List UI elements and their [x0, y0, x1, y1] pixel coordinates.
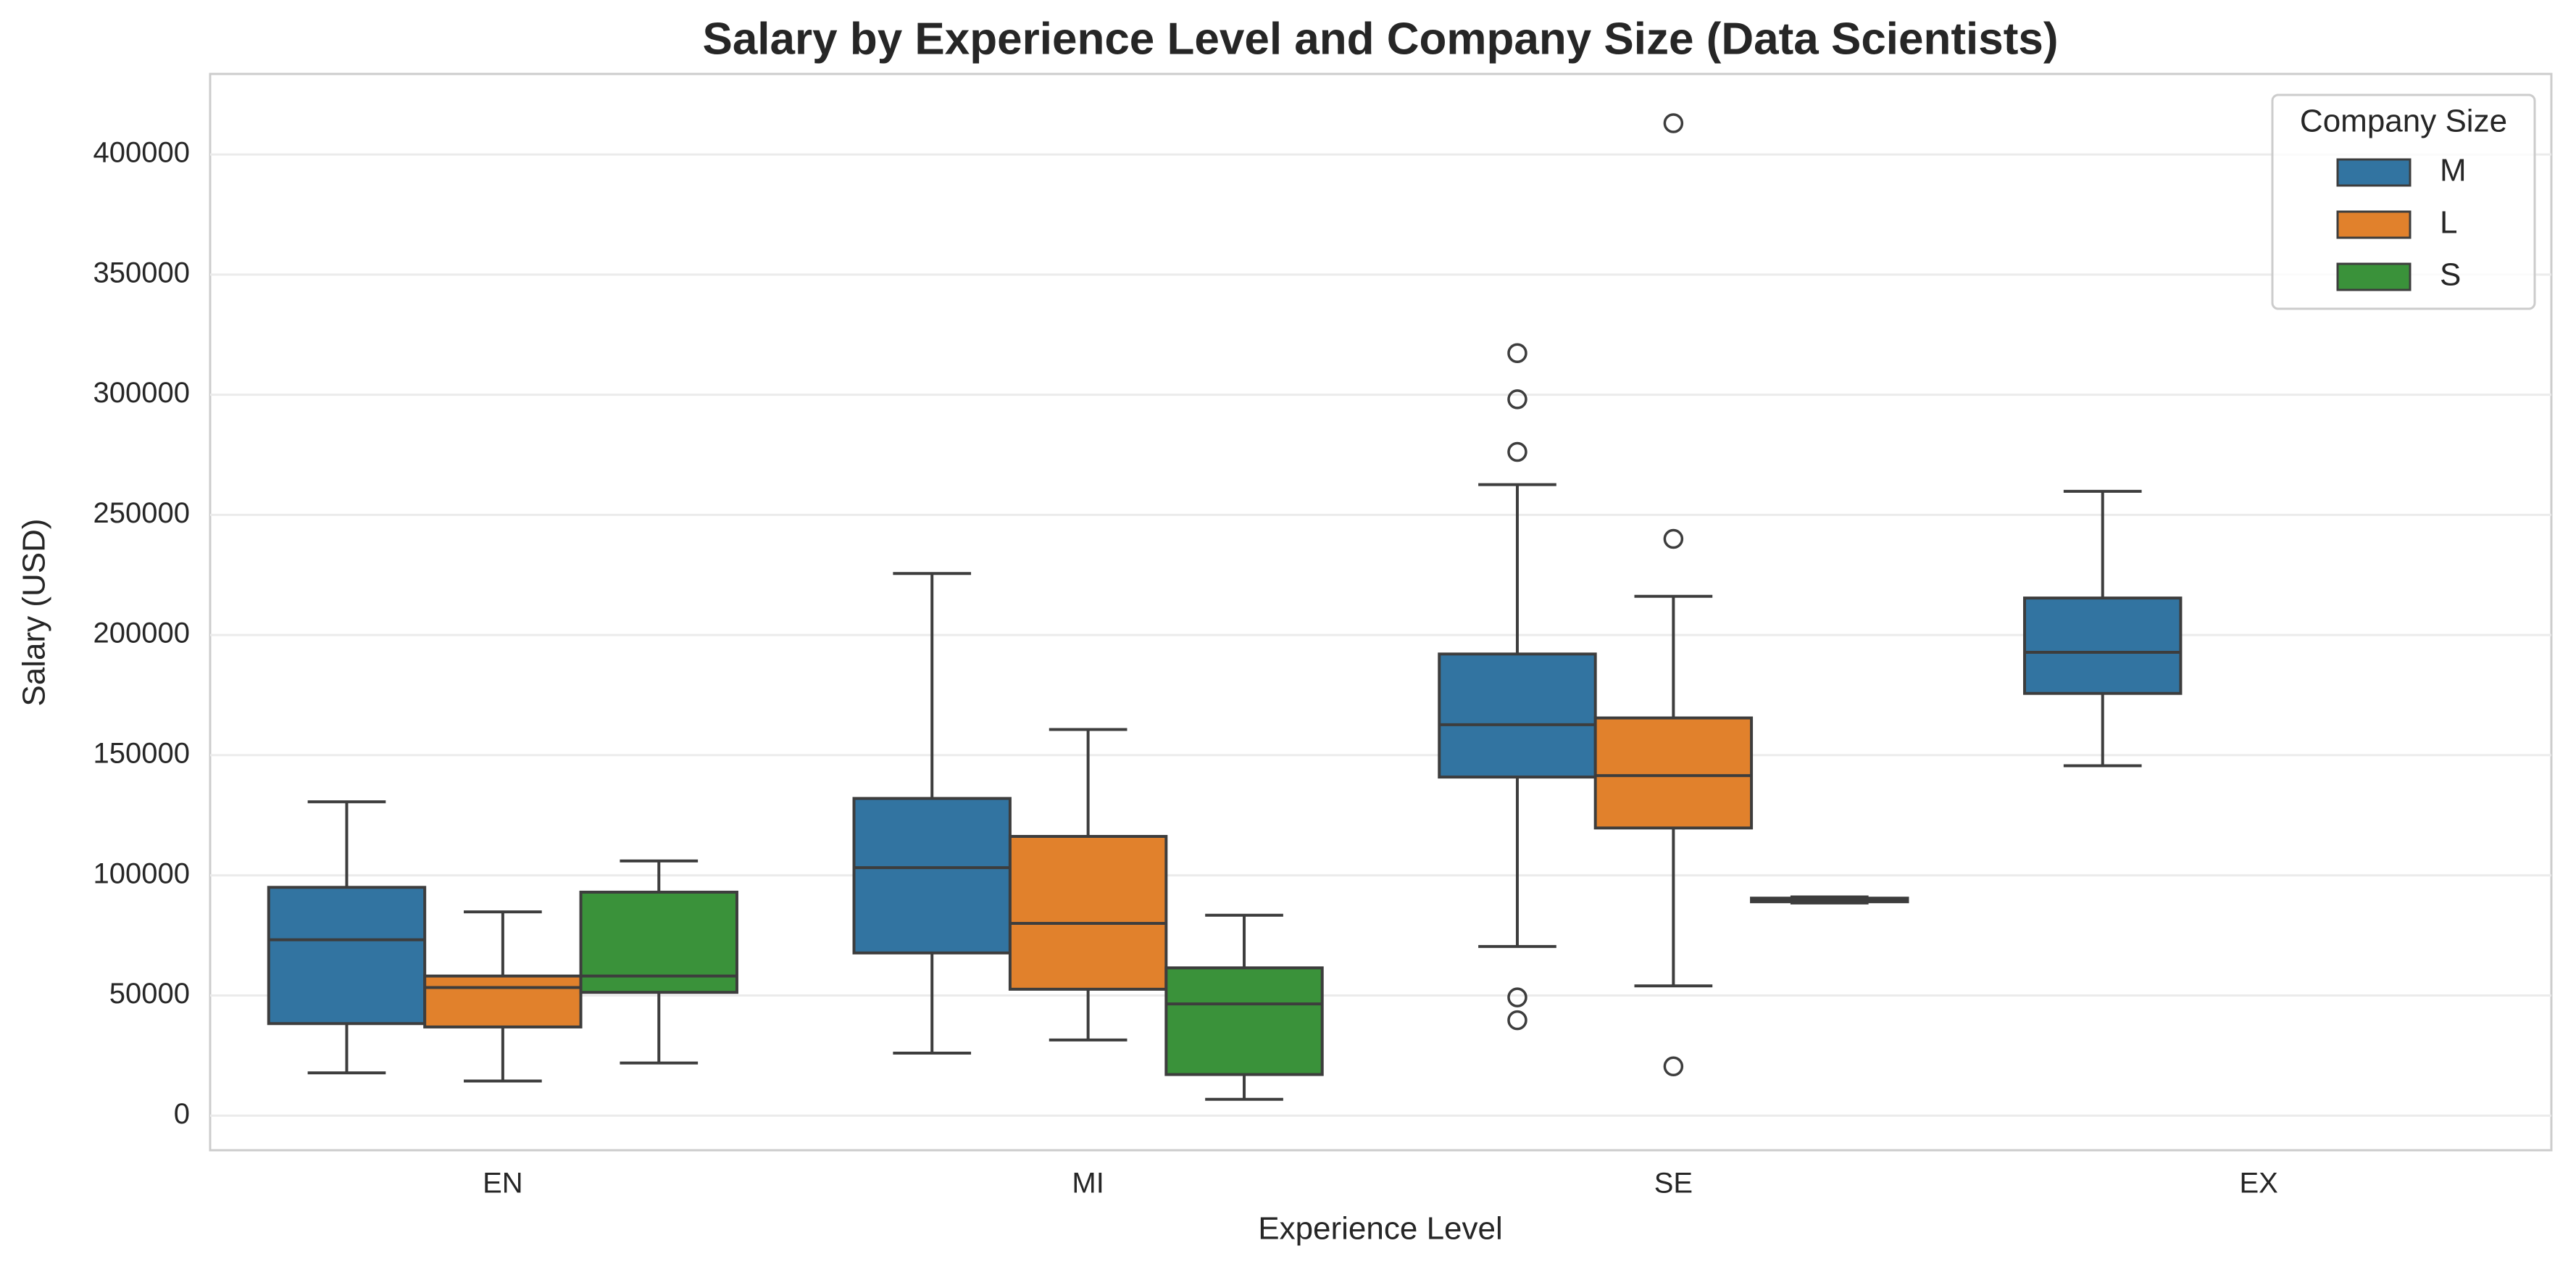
legend: Company Size MLS: [2271, 93, 2536, 310]
outlier: [1663, 1056, 1684, 1077]
box: [1593, 716, 1754, 830]
outlier: [1507, 987, 1527, 1007]
y-axis-label: Salary (USD): [17, 518, 52, 706]
box: [1438, 652, 1597, 779]
y-tick-label: 250000: [93, 497, 190, 529]
y-tick-label: 0: [174, 1098, 190, 1130]
marks: [267, 113, 2183, 1101]
outlier: [1507, 389, 1527, 410]
legend-label: M: [2440, 153, 2467, 188]
box: [2023, 596, 2183, 695]
y-tick-label: 100000: [93, 857, 190, 889]
box: [1008, 834, 1168, 991]
legend-swatch: [2336, 158, 2412, 187]
outlier: [1663, 113, 1684, 133]
x-tick-label: EX: [2239, 1168, 2277, 1200]
legend-label: S: [2440, 257, 2461, 293]
y-tick-label: 150000: [93, 737, 190, 769]
y-tick-label: 350000: [93, 257, 190, 288]
chart-title: Salary by Experience Level and Company S…: [702, 14, 2058, 64]
legend-swatch: [2336, 210, 2412, 239]
outlier: [1507, 343, 1527, 364]
outlier: [1663, 528, 1684, 549]
box: [423, 974, 583, 1028]
box: [852, 797, 1012, 955]
x-tick-label: MI: [1072, 1168, 1104, 1200]
outlier: [1507, 1010, 1527, 1031]
x-tick-label: EN: [483, 1168, 523, 1200]
x-axis-label: Experience Level: [1258, 1211, 1503, 1247]
box: [1164, 966, 1324, 1076]
legend-box: [2271, 93, 2536, 310]
y-tick-label: 200000: [93, 618, 190, 649]
x-tick-label: SE: [1654, 1168, 1693, 1200]
legend-swatch: [2336, 262, 2412, 291]
grid: 0 50000 100000 150000 200000 250000 300000 3500…: [93, 137, 2551, 1200]
box: [267, 886, 427, 1026]
legend-label: L: [2440, 205, 2457, 241]
y-tick-label: 400000: [93, 137, 190, 169]
y-tick-label: 50000: [109, 978, 190, 1010]
outlier: [1507, 441, 1527, 462]
legend-title: Company Size: [2300, 104, 2507, 139]
y-tick-label: 300000: [93, 377, 190, 409]
